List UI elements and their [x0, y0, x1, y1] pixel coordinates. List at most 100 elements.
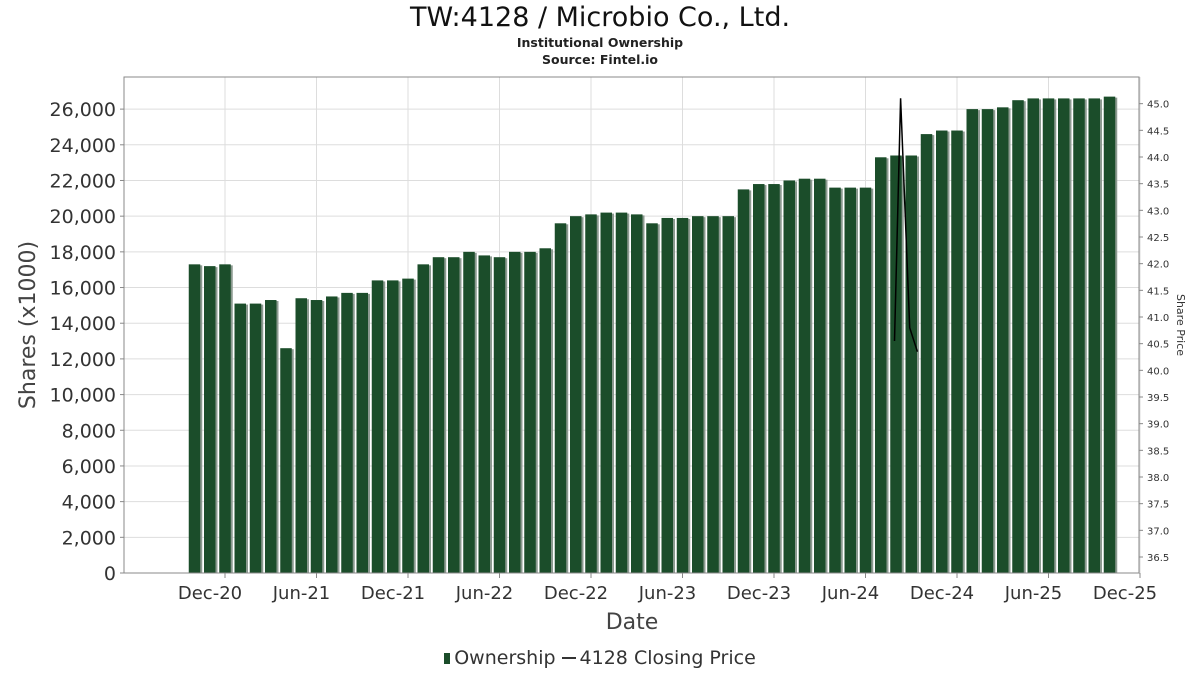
ownership-bar — [1027, 98, 1039, 574]
ownership-bar — [1012, 100, 1024, 573]
y-tick-label: 6,000 — [62, 456, 116, 478]
y2-tick-label: 44.5 — [1147, 126, 1169, 137]
y2-tick-label: 38.5 — [1147, 446, 1169, 457]
ownership-bar — [1058, 98, 1070, 574]
ownership-bar — [981, 109, 994, 573]
ownership-bar — [432, 257, 445, 573]
ownership-bar — [783, 180, 795, 574]
ownership-bar — [1042, 98, 1055, 574]
ownership-bar — [493, 257, 506, 573]
x-tick-label: Jun-24 — [821, 583, 880, 604]
y2-tick-label: 41.5 — [1147, 286, 1169, 297]
ownership-bar — [875, 157, 887, 573]
ownership-bar — [265, 300, 277, 573]
ownership-bar — [341, 292, 353, 573]
x-tick-label: Dec-25 — [1093, 583, 1157, 604]
y2-tick-label: 44.0 — [1147, 153, 1169, 164]
ownership-bar — [890, 155, 902, 573]
ownership-bar — [1088, 98, 1100, 574]
y-tick-label: 16,000 — [50, 278, 116, 300]
ownership-bar — [417, 264, 429, 573]
plot-frame — [123, 76, 1140, 574]
ownership-bar — [204, 266, 216, 573]
ownership-bar — [554, 223, 567, 573]
ownership-bar — [905, 155, 917, 573]
chart-subtitle: Institutional Ownership — [516, 35, 684, 50]
y2-tick-label: 36.5 — [1147, 553, 1169, 564]
x-tick-label: Dec-21 — [361, 583, 425, 604]
ownership-bar — [768, 184, 780, 573]
y-tick-label: 12,000 — [50, 349, 116, 371]
ownership-bar — [615, 212, 628, 574]
ownership-bar — [1103, 96, 1116, 573]
ownership-bar — [356, 292, 368, 573]
ownership-bar — [798, 178, 811, 573]
ownership-bar — [631, 214, 643, 574]
ownership-legend-swatch — [444, 652, 451, 664]
ownership-bar — [326, 296, 338, 573]
x-tick-label: Jun-25 — [1004, 583, 1063, 604]
y2-tick-label: 37.5 — [1147, 500, 1169, 511]
ownership-bar — [585, 214, 597, 574]
y2-tick-label: 42.5 — [1147, 233, 1169, 244]
y-tick-label: 4,000 — [62, 492, 116, 514]
x-tick-label: Jun-23 — [638, 583, 697, 604]
x-tick-label: Dec-23 — [727, 583, 791, 604]
y-tick-label: 20,000 — [50, 206, 116, 228]
ownership-bar — [539, 248, 551, 573]
x-axis: Dec-20 Jun-21 Dec-21 Jun-22 Dec-22 Jun-23 Dec-… — [178, 573, 1157, 604]
y-tick-label: 10,000 — [50, 385, 116, 407]
ownership-bar — [570, 216, 582, 573]
ownership-bar — [219, 264, 231, 573]
ownership-bar — [966, 109, 978, 573]
y2-tick-label: 45.0 — [1147, 100, 1169, 111]
x-tick-label: Dec-24 — [910, 583, 974, 604]
x-tick-label: Dec-20 — [178, 583, 242, 604]
chart-legend: Ownership 4128 Closing Price — [0, 647, 1200, 669]
y-axis-left: 0 2,000 4,000 6,000 8,000 10,000 12,000 14,000 1… — [50, 99, 124, 585]
y2-tick-label: 40.5 — [1147, 340, 1169, 351]
y2-tick-label: 42.0 — [1147, 260, 1169, 271]
ownership-bar — [844, 187, 856, 573]
ownership-bar — [829, 187, 841, 573]
ownership-bar — [936, 130, 948, 573]
ownership-bar — [814, 178, 826, 573]
y-tick-label: 0 — [104, 563, 116, 585]
y2-tick-label: 38.0 — [1147, 473, 1169, 484]
y-tick-label: 14,000 — [50, 313, 116, 335]
x-tick-label: Jun-21 — [272, 583, 331, 604]
ownership-bar — [646, 223, 658, 573]
y2-tick-label: 43.0 — [1147, 206, 1169, 217]
y-tick-label: 18,000 — [50, 242, 116, 264]
ownership-bars — [188, 96, 1118, 574]
chart-title: TW:4128 / Microbio Co., Ltd. — [409, 2, 791, 33]
ownership-bar — [310, 300, 323, 573]
ownership-bar — [448, 257, 460, 573]
ownership-bar — [600, 212, 612, 574]
y-axis-label: Shares (x1000) — [16, 241, 41, 409]
ownership-bar — [676, 217, 689, 573]
x-tick-label: Jun-22 — [455, 583, 514, 604]
y-axis-right: 36.5 37.0 37.5 38.0 38.5 39.0 39.5 40.0 40.5 41.0… — [1139, 100, 1169, 564]
price-legend-label: 4128 Closing Price — [579, 647, 756, 669]
ownership-bar — [692, 216, 704, 573]
y-tick-label: 8,000 — [62, 420, 116, 442]
ownership-bar — [387, 280, 399, 573]
y2-tick-label: 37.0 — [1147, 526, 1169, 537]
ownership-bar — [280, 348, 292, 573]
ownership-legend-label: Ownership — [454, 647, 556, 669]
x-tick-label: Dec-22 — [544, 583, 608, 604]
ownership-bar — [234, 303, 246, 573]
ownership-bar — [463, 251, 475, 573]
y2-tick-label: 39.0 — [1147, 420, 1169, 431]
ownership-bar — [737, 189, 750, 573]
ownership-bar — [295, 298, 307, 573]
ownership-bar — [524, 251, 536, 573]
ownership-bar — [753, 184, 765, 573]
ownership-bar — [707, 216, 719, 573]
ownership-bar — [371, 280, 384, 573]
price-line-layer — [893, 98, 919, 352]
y-tick-label: 2,000 — [62, 527, 116, 549]
chart-source: Source: Fintel.io — [542, 52, 658, 67]
